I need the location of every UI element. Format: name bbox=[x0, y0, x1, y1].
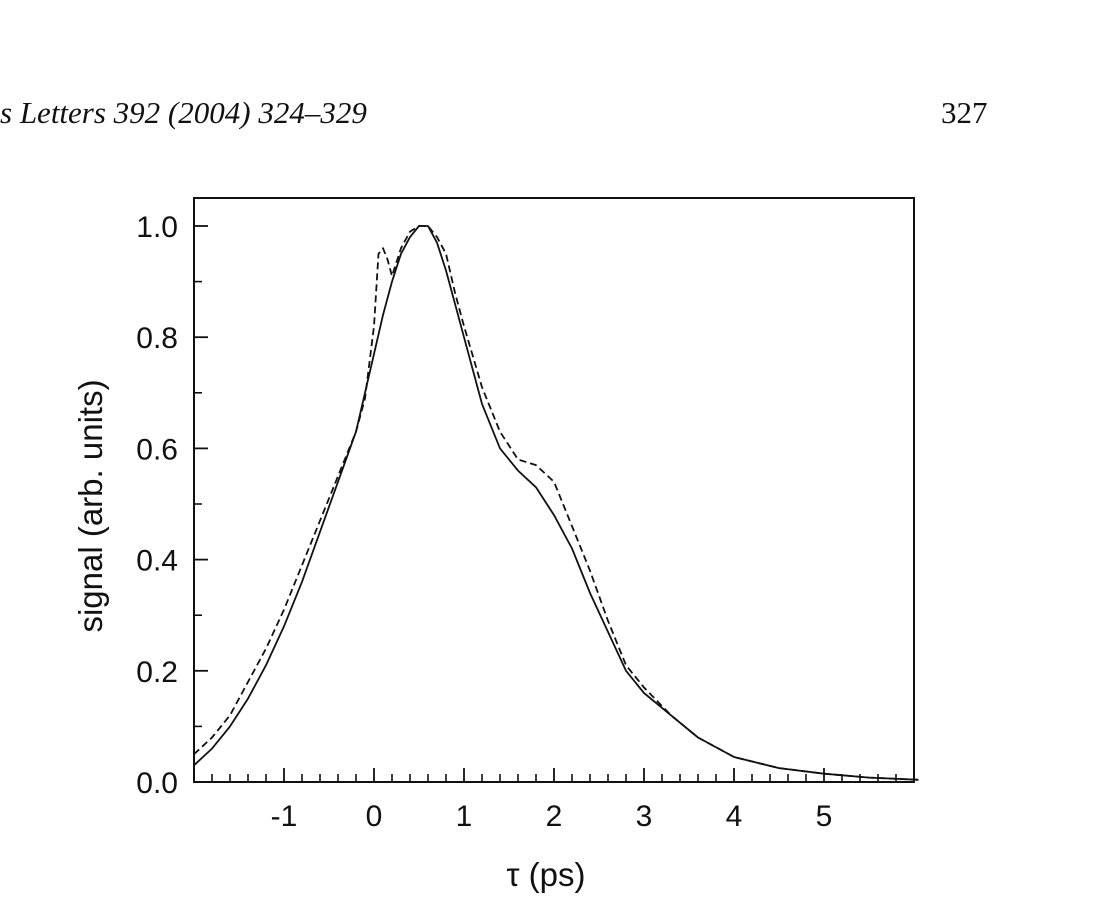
y-tick-label: 0.4 bbox=[136, 545, 178, 578]
series-layer bbox=[193, 225, 919, 781]
y-axis-title: signal (arb. units) bbox=[72, 379, 109, 632]
x-tick-label: 3 bbox=[636, 800, 653, 833]
y-tick-label: 1.0 bbox=[136, 211, 178, 244]
running-head: s Letters 392 (2004) 324–329 bbox=[0, 95, 367, 130]
x-tick-label: -1 bbox=[271, 800, 298, 833]
page-number: 327 bbox=[941, 95, 988, 130]
x-axis-title: τ (ps) bbox=[506, 856, 585, 893]
tick-layer bbox=[194, 225, 897, 783]
x-tick-label: 5 bbox=[816, 800, 833, 833]
series-line-solid bbox=[193, 225, 919, 781]
x-tick-label: 1 bbox=[456, 800, 473, 833]
x-tick-label: 4 bbox=[726, 800, 743, 833]
y-tick-label: 0.2 bbox=[136, 656, 178, 689]
x-tick-label: 0 bbox=[366, 800, 383, 833]
y-tick-label: 0.8 bbox=[136, 322, 178, 355]
x-tick-label: 2 bbox=[546, 800, 563, 833]
y-tick-label: 0.6 bbox=[136, 433, 178, 466]
series-line-dashed bbox=[193, 225, 919, 781]
plot-frame bbox=[193, 197, 915, 783]
y-tick-label: 0.0 bbox=[136, 767, 178, 800]
label-layer: -1 0 1 2 3 4 5 0.0 0.2 0.4 0.6 0.8 1.0 bbox=[136, 211, 832, 833]
